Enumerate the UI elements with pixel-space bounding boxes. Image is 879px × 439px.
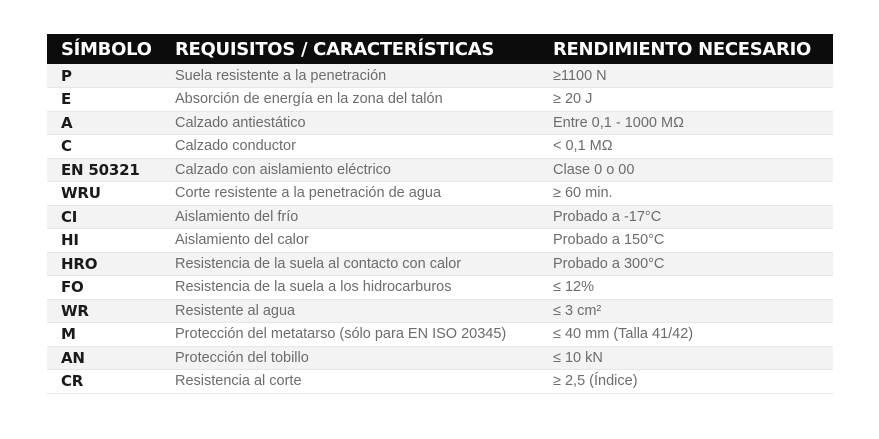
symbol-cell: HI <box>47 228 173 253</box>
performance-cell: ≤ 3 cm² <box>551 299 833 323</box>
symbol-cell: E <box>47 87 173 112</box>
performance-cell: < 0,1 MΩ <box>551 134 833 159</box>
symbol-cell: P <box>47 64 173 88</box>
symbol-cell: A <box>47 111 173 135</box>
requirement-cell: Calzado conductor <box>173 134 551 159</box>
requirement-cell: Aislamiento del calor <box>173 228 551 253</box>
table-row: HI Aislamiento del calor Probado a 150°C <box>47 228 833 253</box>
requirement-cell: Protección del metatarso (sólo para EN I… <box>173 322 551 347</box>
header-performance: RENDIMIENTO NECESARIO <box>553 38 811 60</box>
requirement-cell: Resistencia al corte <box>173 369 551 394</box>
table-body: P Suela resistente a la penetración ≥1100 … <box>47 64 833 394</box>
table-row: HRO Resistencia de la suela al contacto c… <box>47 252 833 276</box>
symbol-cell: M <box>47 322 173 347</box>
requirement-cell: Resistencia de la suela al contacto con … <box>173 252 551 276</box>
performance-cell: Clase 0 o 00 <box>551 158 833 182</box>
performance-cell: Probado a 150°C <box>551 228 833 253</box>
requirement-cell: Resistente al agua <box>173 299 551 323</box>
performance-cell: ≥1100 N <box>551 64 833 88</box>
table-row: FO Resistencia de la suela a los hidrocar… <box>47 275 833 300</box>
symbol-cell: FO <box>47 275 173 300</box>
requirement-cell: Suela resistente a la penetración <box>173 64 551 88</box>
symbol-cell: AN <box>47 346 173 370</box>
symbol-cell: CI <box>47 205 173 229</box>
performance-cell: Probado a -17°C <box>551 205 833 229</box>
header-symbol: SÍMBOLO <box>61 38 152 60</box>
symbol-cell: WRU <box>47 181 173 206</box>
table-row: WR Resistente al agua ≤ 3 cm² <box>47 299 833 323</box>
symbol-cell: WR <box>47 299 173 323</box>
table-row: P Suela resistente a la penetración ≥1100 … <box>47 64 833 88</box>
table-row: M Protección del metatarso (sólo para EN … <box>47 322 833 347</box>
symbol-cell: HRO <box>47 252 173 276</box>
performance-cell: Probado a 300°C <box>551 252 833 276</box>
performance-cell: ≥ 60 min. <box>551 181 833 206</box>
table-row: EN 50321 Calzado con aislamiento eléctric… <box>47 158 833 182</box>
performance-cell: Entre 0,1 - 1000 MΩ <box>551 111 833 135</box>
performance-cell: ≤ 12% <box>551 275 833 300</box>
table-row: CI Aislamiento del frío Probado a -17°C <box>47 205 833 229</box>
requirement-cell: Calzado antiestático <box>173 111 551 135</box>
requirement-cell: Calzado con aislamiento eléctrico <box>173 158 551 182</box>
performance-cell: ≤ 40 mm (Talla 41/42) <box>551 322 833 347</box>
performance-cell: ≤ 10 kN <box>551 346 833 370</box>
header-row: SÍMBOLO REQUISITOS / CARACTERÍSTICAS REN… <box>47 34 833 64</box>
requirements-table: SÍMBOLO REQUISITOS / CARACTERÍSTICAS REN… <box>47 34 833 394</box>
table-row: E Absorción de energía en la zona del tal… <box>47 87 833 112</box>
requirements-table-container: SÍMBOLO REQUISITOS / CARACTERÍSTICAS REN… <box>47 34 833 394</box>
requirement-cell: Aislamiento del frío <box>173 205 551 229</box>
symbol-cell: CR <box>47 369 173 394</box>
symbol-cell: EN 50321 <box>47 158 173 182</box>
requirement-cell: Protección del tobillo <box>173 346 551 370</box>
requirement-cell: Absorción de energía en la zona del taló… <box>173 87 551 112</box>
table-row: CR Resistencia al corte ≥ 2,5 (Índice) <box>47 369 833 394</box>
table-row: WRU Corte resistente a la penetración de … <box>47 181 833 206</box>
table-row: C Calzado conductor < 0,1 MΩ <box>47 134 833 159</box>
table-row: A Calzado antiestático Entre 0,1 - 1000 MΩ <box>47 111 833 135</box>
performance-cell: ≥ 20 J <box>551 87 833 112</box>
symbol-cell: C <box>47 134 173 159</box>
requirement-cell: Resistencia de la suela a los hidrocarbu… <box>173 275 551 300</box>
performance-cell: ≥ 2,5 (Índice) <box>551 369 833 394</box>
requirement-cell: Corte resistente a la penetración de agu… <box>173 181 551 206</box>
header-requirements: REQUISITOS / CARACTERÍSTICAS <box>175 38 495 60</box>
table-row: AN Protección del tobillo ≤ 10 kN <box>47 346 833 370</box>
table-header: SÍMBOLO REQUISITOS / CARACTERÍSTICAS REN… <box>47 34 833 64</box>
